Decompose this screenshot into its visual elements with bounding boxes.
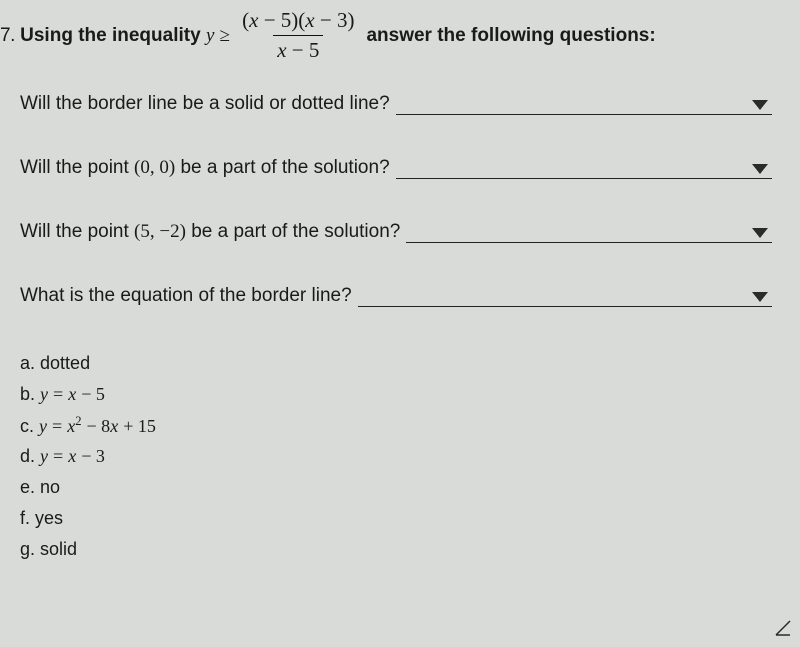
question-row: Will the border line be a solid or dotte… xyxy=(20,93,772,115)
question-row: What is the equation of the border line? xyxy=(20,285,772,307)
options-list: a. dotted b. y = x − 5 c. y = x2 − 8x + … xyxy=(20,349,772,564)
answer-dropdown[interactable] xyxy=(406,242,772,243)
answer-dropdown[interactable] xyxy=(396,178,772,179)
option-e: e. no xyxy=(20,473,772,502)
chevron-down-icon xyxy=(752,228,768,238)
header-tail: answer the following questions: xyxy=(366,25,655,47)
option-a: a. dotted xyxy=(20,349,772,378)
answer-underline xyxy=(396,114,772,115)
question-text: Will the point (0, 0) be a part of the s… xyxy=(20,157,396,179)
chevron-down-icon xyxy=(752,100,768,110)
option-b: b. y = x − 5 xyxy=(20,380,772,409)
inequality-relation: ≥ xyxy=(220,25,230,47)
corner-mark xyxy=(774,619,792,643)
inequality-lhs: y xyxy=(206,25,214,47)
option-f: f. yes xyxy=(20,504,772,533)
answer-dropdown[interactable] xyxy=(396,114,772,115)
question-row: Will the point (5, −2) be a part of the … xyxy=(20,221,772,243)
header-lead: Using the inequality xyxy=(20,25,201,47)
chevron-down-icon xyxy=(752,164,768,174)
chevron-down-icon xyxy=(752,292,768,302)
option-g: g. solid xyxy=(20,535,772,564)
question-text: Will the point (5, −2) be a part of the … xyxy=(20,221,406,243)
inequality-fraction: (x − 5)(x − 3) x − 5 xyxy=(238,8,358,63)
question-number: 7. xyxy=(0,25,15,47)
question-row: Will the point (0, 0) be a part of the s… xyxy=(20,157,772,179)
answer-dropdown[interactable] xyxy=(358,306,772,307)
question-text: Will the border line be a solid or dotte… xyxy=(20,93,396,115)
answer-underline xyxy=(358,306,772,307)
option-c: c. y = x2 − 8x + 15 xyxy=(20,411,772,441)
answer-underline xyxy=(396,178,772,179)
question-text: What is the equation of the border line? xyxy=(20,285,358,307)
answer-underline xyxy=(406,242,772,243)
option-d: d. y = x − 3 xyxy=(20,442,772,471)
